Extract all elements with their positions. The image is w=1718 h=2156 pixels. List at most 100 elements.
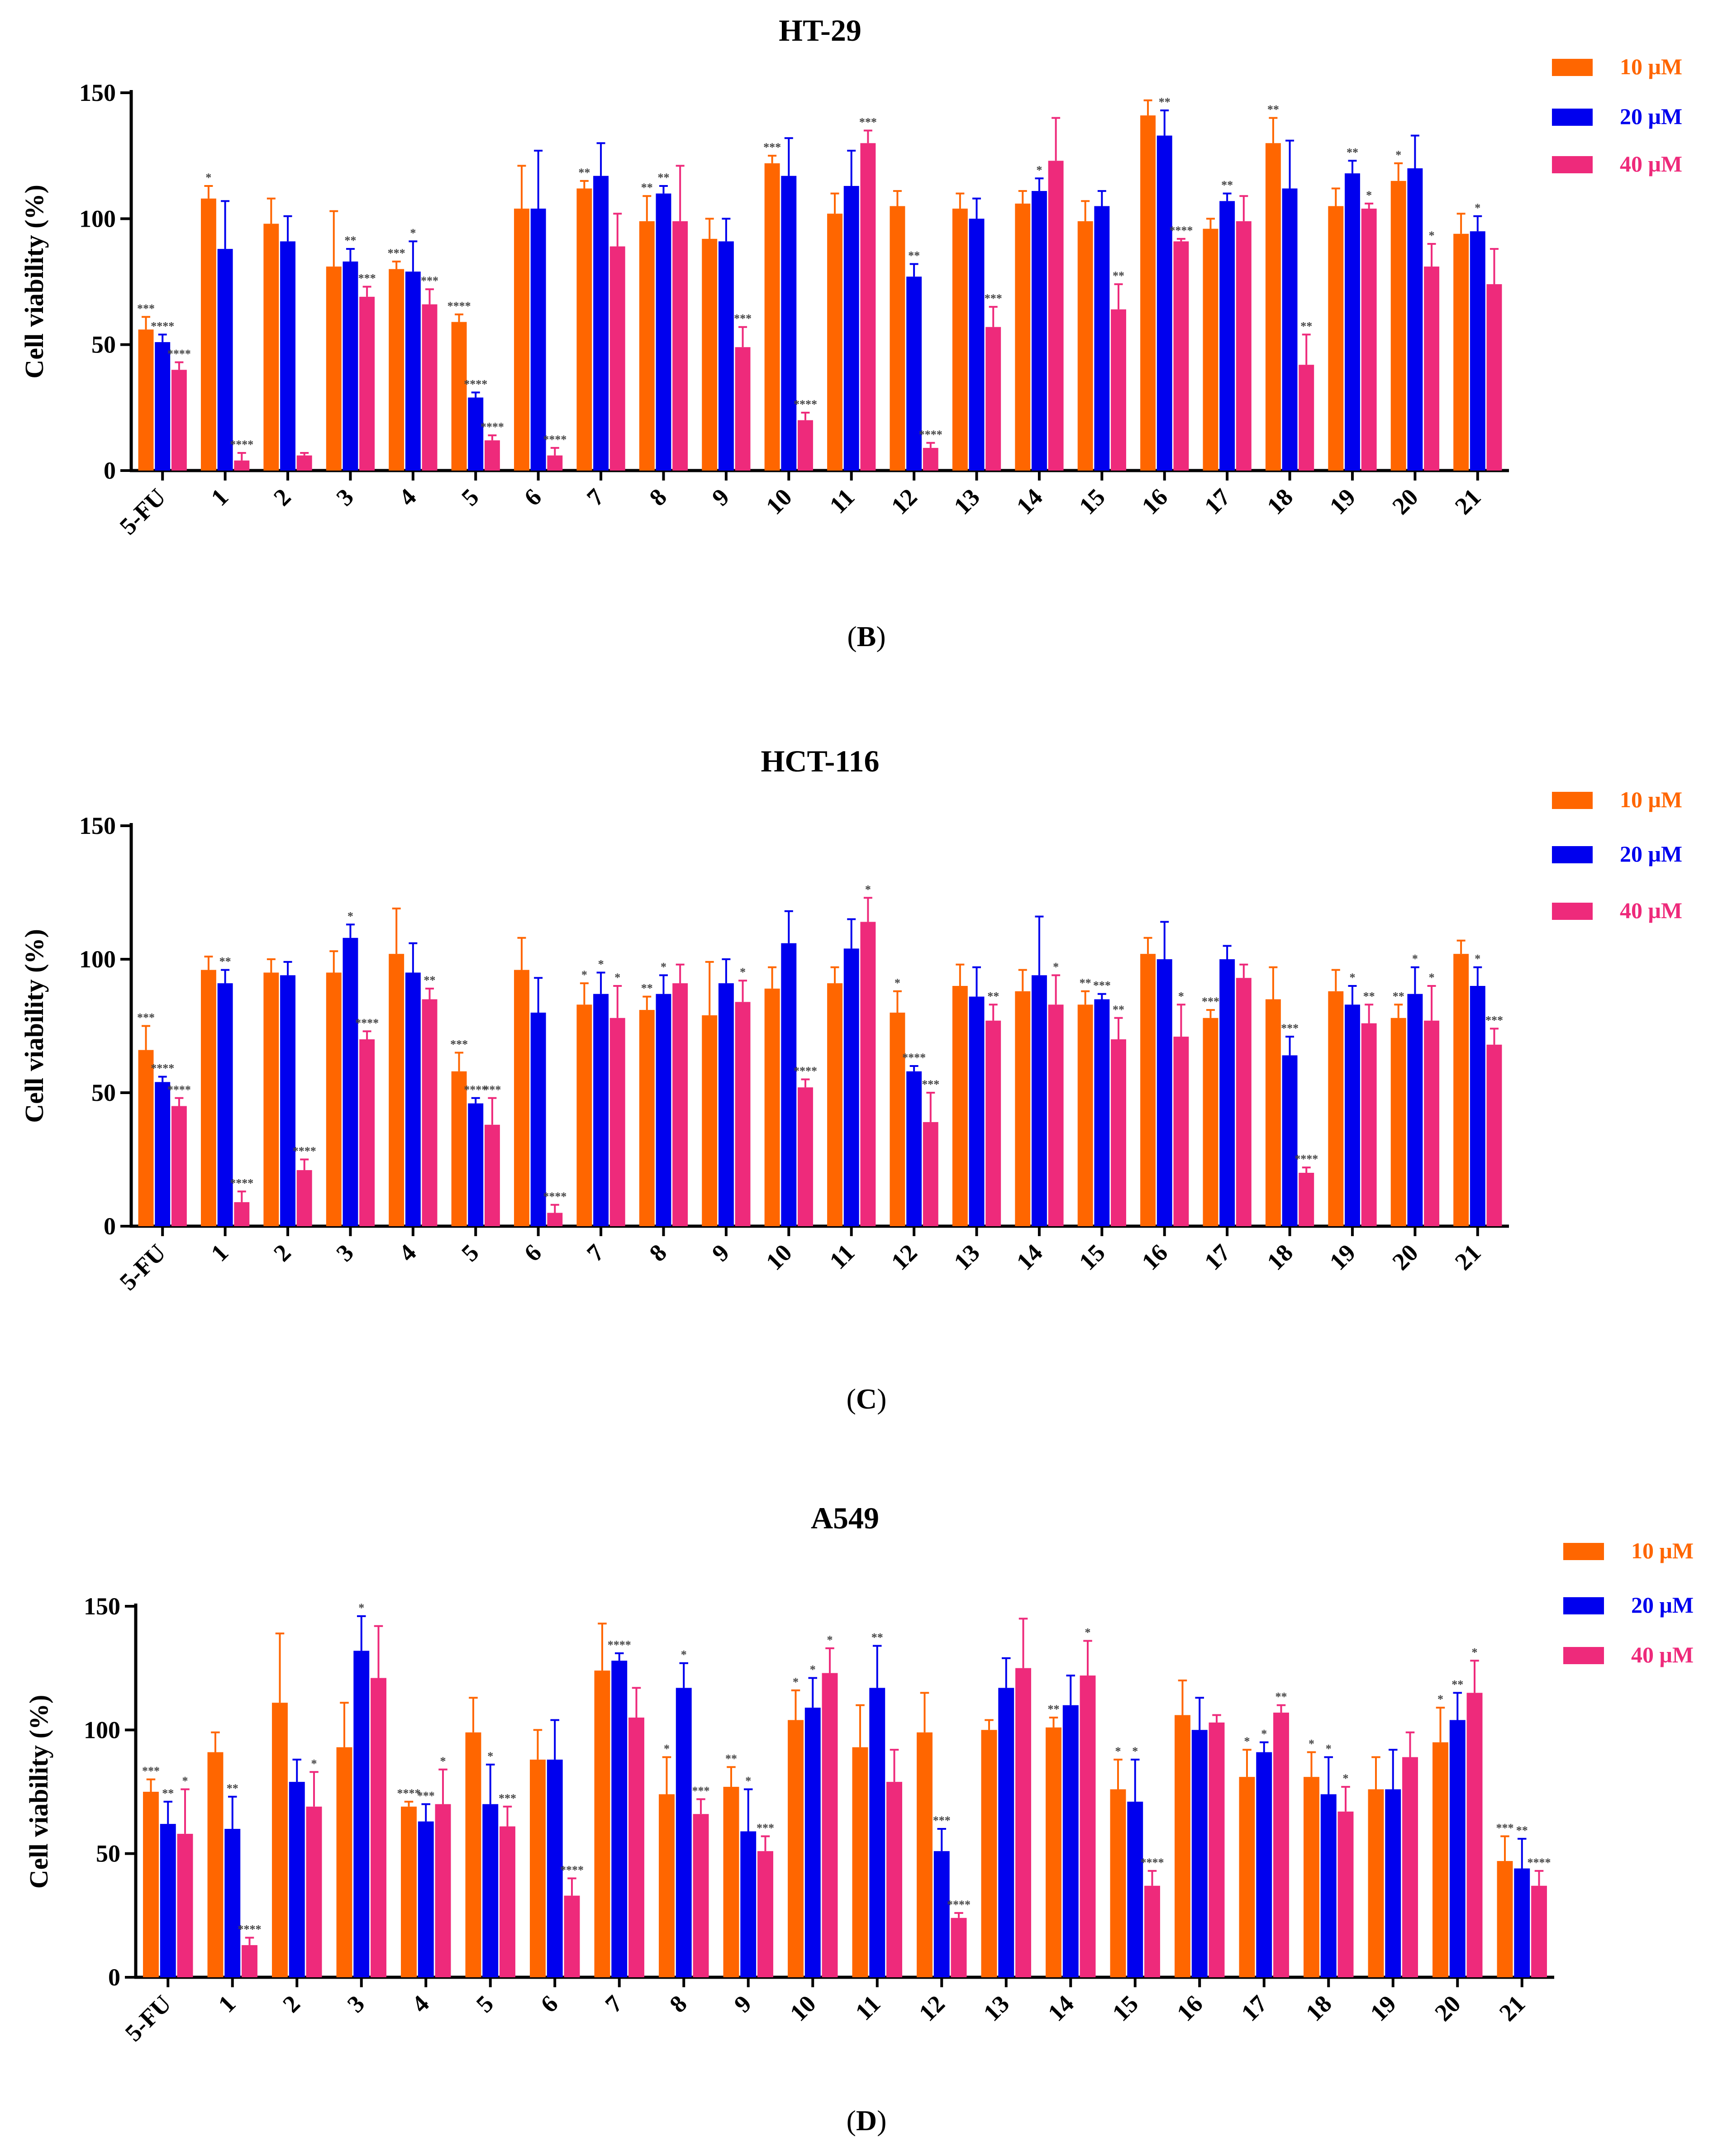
- significance-label: **: [1159, 95, 1171, 109]
- bar: [952, 986, 968, 1226]
- bar: [1361, 1023, 1377, 1226]
- significance-label: *: [1349, 971, 1355, 984]
- bar: [359, 296, 375, 471]
- bar: [326, 972, 342, 1226]
- bar: [1320, 1794, 1337, 1977]
- bar: [1304, 1777, 1319, 1977]
- bar: [289, 1782, 305, 1977]
- significance-label: ****: [560, 1863, 584, 1876]
- significance-label: **: [1300, 319, 1312, 333]
- significance-label: *: [1437, 1693, 1443, 1706]
- bar: [933, 1851, 950, 1977]
- bar: [1497, 1861, 1513, 1977]
- bar: [1062, 1705, 1079, 1977]
- chart-title: HCT-116: [761, 744, 879, 778]
- x-tick-label: 8: [664, 1990, 692, 2018]
- bar: [952, 209, 968, 471]
- bar: [1361, 209, 1377, 471]
- significance-label: **: [908, 249, 920, 262]
- legend-label: 40 μM: [1620, 898, 1682, 923]
- significance-label: ****: [151, 1062, 174, 1075]
- bar: [693, 1814, 709, 1977]
- bar: [890, 206, 905, 471]
- bar: [1470, 231, 1485, 471]
- bar: [336, 1747, 352, 1977]
- significance-label: ***: [450, 1038, 468, 1051]
- significance-label: *: [182, 1775, 188, 1788]
- bar: [272, 1703, 288, 1977]
- bar: [860, 143, 876, 471]
- x-tick-label: 1: [213, 1990, 241, 2018]
- bar: [723, 1787, 739, 1977]
- bar: [1453, 233, 1469, 471]
- significance-label: ***: [421, 274, 438, 287]
- significance-label: **: [1363, 990, 1375, 1003]
- significance-label: **: [641, 181, 653, 194]
- significance-label: *: [1261, 1728, 1267, 1741]
- significance-label: *: [865, 883, 871, 896]
- chart-title: HT-29: [779, 13, 861, 48]
- bar: [1140, 115, 1156, 471]
- x-tick-label: 13: [978, 1990, 1015, 2027]
- bar: [781, 176, 797, 471]
- significance-label: **: [219, 955, 231, 968]
- bar: [234, 460, 250, 471]
- bar: [484, 1124, 500, 1226]
- bar: [353, 1651, 370, 1977]
- bar: [917, 1732, 933, 1977]
- y-tick-label: 150: [79, 812, 116, 839]
- significance-label: *: [827, 1633, 833, 1647]
- x-tick-label: 20: [1387, 483, 1423, 520]
- bar: [1156, 135, 1172, 471]
- bar: [1368, 1789, 1384, 1977]
- bar: [656, 994, 671, 1226]
- x-tick-label: 15: [1107, 1990, 1144, 2027]
- bar: [405, 972, 421, 1226]
- bar: [735, 1002, 751, 1226]
- bar: [981, 1730, 997, 1977]
- bar: [1424, 267, 1440, 471]
- bar: [1080, 1675, 1096, 1977]
- bar: [1219, 201, 1235, 471]
- bar: [1219, 959, 1235, 1226]
- bar: [593, 176, 609, 471]
- bar: [1256, 1752, 1272, 1977]
- x-tick-label: 20: [1387, 1239, 1423, 1276]
- bar: [143, 1792, 159, 1977]
- bar: [1514, 1868, 1530, 1977]
- legend-swatch: [1552, 59, 1593, 76]
- significance-label: ***: [1202, 995, 1219, 1008]
- bar: [343, 938, 358, 1226]
- x-tick-label: 10: [761, 1239, 797, 1276]
- bar: [1390, 181, 1406, 471]
- x-tick-label: 15: [1074, 483, 1110, 520]
- significance-label: ****: [293, 1145, 316, 1158]
- legend-label: 10 μM: [1620, 787, 1682, 812]
- x-tick-label: 4: [406, 1990, 434, 2018]
- x-tick-label: 21: [1450, 483, 1486, 520]
- bar: [659, 1794, 675, 1977]
- legend-label: 10 μM: [1620, 54, 1682, 79]
- significance-label: ****: [794, 398, 817, 411]
- bar: [242, 1945, 257, 1977]
- bar: [200, 198, 216, 471]
- significance-label: **: [1080, 976, 1091, 990]
- bar: [1015, 203, 1031, 471]
- bar: [514, 209, 529, 471]
- bar: [764, 163, 780, 471]
- bar: [343, 261, 358, 471]
- bar: [1203, 228, 1218, 471]
- x-tick-label: 19: [1324, 483, 1361, 520]
- bar: [735, 347, 751, 471]
- x-tick-label: 14: [1042, 1990, 1079, 2027]
- significance-label: ****: [947, 1898, 971, 1911]
- bar: [628, 1718, 644, 1977]
- bar: [718, 983, 734, 1226]
- bar: [702, 1015, 718, 1226]
- bar: [1385, 1789, 1401, 1977]
- bar: [138, 329, 154, 471]
- significance-label: *: [1244, 1735, 1250, 1748]
- bar: [798, 420, 813, 471]
- bar: [843, 186, 859, 471]
